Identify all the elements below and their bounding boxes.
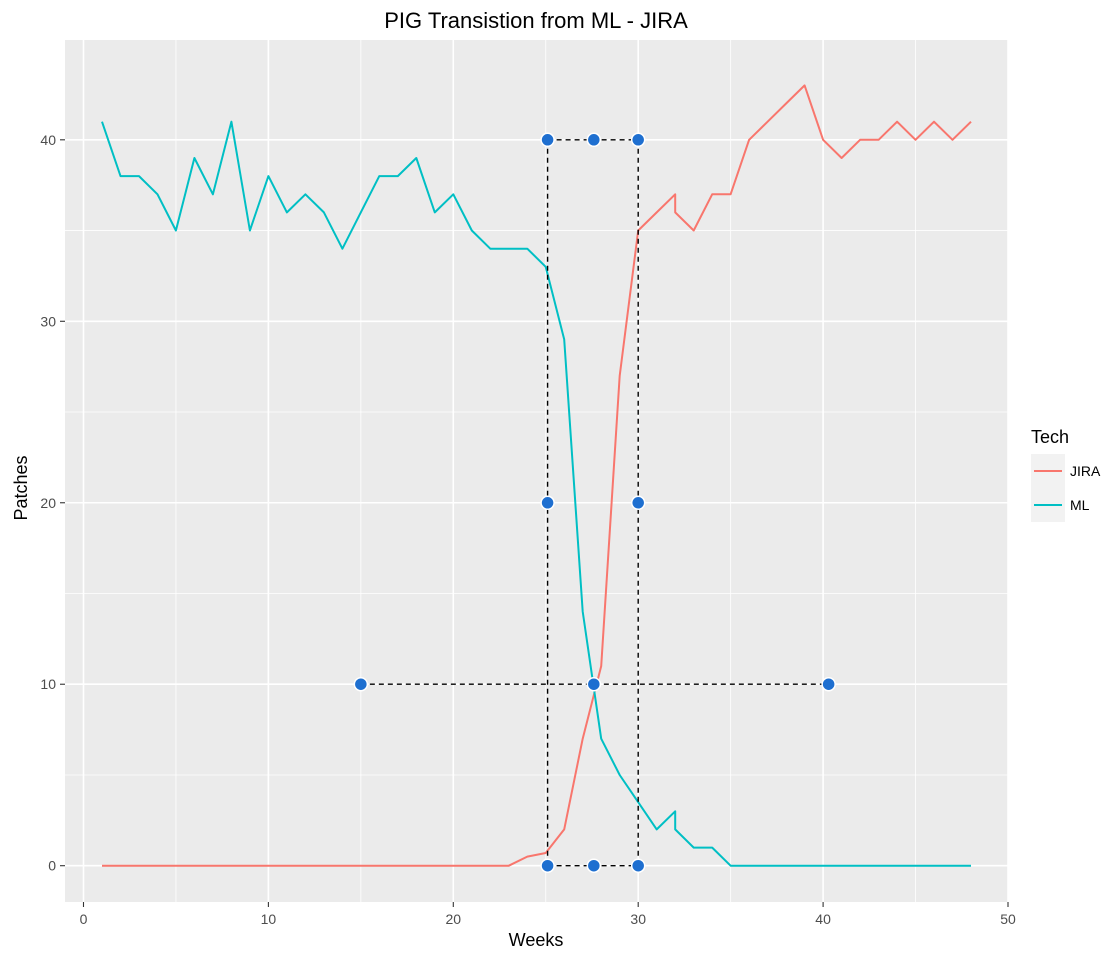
chart-title: PIG Transistion from ML - JIRA (384, 8, 688, 33)
x-tick-label: 20 (446, 911, 462, 927)
x-axis-ticks: 0 10 20 30 40 50 (80, 902, 1016, 927)
series-line-jira (102, 84, 972, 867)
annotation-marker (540, 858, 555, 873)
annotation-layer (353, 132, 836, 873)
y-tick-label: 40 (40, 132, 56, 148)
x-tick-label: 0 (80, 911, 88, 927)
y-axis-ticks: 0 10 20 30 40 (40, 132, 65, 874)
y-tick-label: 30 (40, 313, 56, 329)
legend-label: JIRA (1070, 463, 1101, 479)
series-layer (101, 84, 972, 867)
legend-label: ML (1070, 497, 1090, 513)
x-axis-title: Weeks (509, 930, 564, 950)
series-line-ml (101, 120, 971, 867)
annotation-marker (821, 676, 836, 692)
plot-panel (65, 40, 1008, 902)
legend-title: Tech (1031, 427, 1069, 447)
y-tick-label: 0 (48, 858, 56, 874)
x-tick-label: 50 (1000, 911, 1016, 927)
annotation-marker (353, 676, 369, 692)
annotation-marker (630, 132, 646, 148)
annotation-marker (540, 132, 555, 148)
x-tick-label: 40 (815, 911, 831, 927)
annotation-marker (540, 495, 555, 511)
y-tick-label: 20 (40, 495, 56, 511)
annotation-marker (586, 858, 602, 873)
annotation-marker (630, 858, 646, 873)
grid-minor (65, 40, 1008, 902)
legend: Tech JIRA ML (1031, 427, 1101, 522)
y-axis-title: Patches (11, 455, 31, 520)
annotation-marker (630, 495, 646, 511)
x-tick-label: 10 (261, 911, 277, 927)
x-tick-label: 30 (630, 911, 646, 927)
annotation-marker (586, 132, 602, 148)
annotation-marker (586, 676, 602, 692)
y-tick-label: 10 (40, 676, 56, 692)
